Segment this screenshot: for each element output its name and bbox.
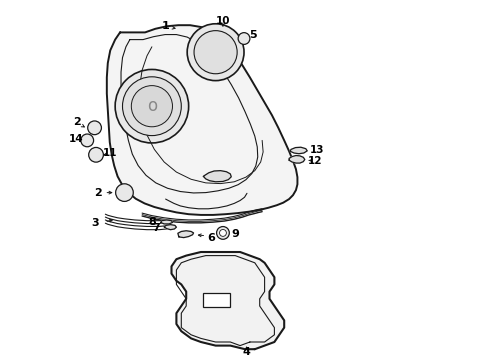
- Circle shape: [217, 226, 229, 239]
- Circle shape: [88, 121, 101, 135]
- Circle shape: [81, 134, 94, 147]
- Polygon shape: [172, 252, 284, 349]
- Polygon shape: [161, 220, 172, 224]
- Polygon shape: [164, 225, 176, 230]
- Text: 6: 6: [207, 233, 215, 243]
- Text: o: o: [147, 97, 157, 115]
- Text: 5: 5: [249, 30, 257, 40]
- Circle shape: [115, 69, 189, 143]
- Polygon shape: [178, 231, 194, 238]
- Circle shape: [131, 86, 172, 127]
- Text: 2: 2: [94, 188, 102, 198]
- Text: 2: 2: [74, 117, 81, 127]
- Text: 10: 10: [216, 15, 230, 26]
- Polygon shape: [290, 147, 307, 154]
- Text: 13: 13: [310, 145, 324, 156]
- Polygon shape: [289, 156, 305, 163]
- Circle shape: [187, 24, 244, 81]
- Circle shape: [220, 229, 226, 237]
- Circle shape: [194, 31, 237, 74]
- FancyBboxPatch shape: [203, 293, 230, 307]
- Circle shape: [238, 33, 250, 44]
- Circle shape: [89, 148, 103, 162]
- Polygon shape: [203, 171, 231, 182]
- Text: 8: 8: [148, 217, 156, 228]
- Circle shape: [122, 77, 181, 136]
- Polygon shape: [107, 25, 297, 215]
- Text: 3: 3: [92, 218, 99, 228]
- Text: 9: 9: [231, 229, 239, 239]
- Text: 1: 1: [162, 21, 170, 31]
- Text: 7: 7: [152, 223, 160, 233]
- Circle shape: [116, 184, 133, 202]
- Text: 14: 14: [69, 134, 83, 144]
- Text: 12: 12: [308, 156, 323, 166]
- Text: 4: 4: [243, 347, 250, 357]
- Text: 11: 11: [103, 148, 118, 158]
